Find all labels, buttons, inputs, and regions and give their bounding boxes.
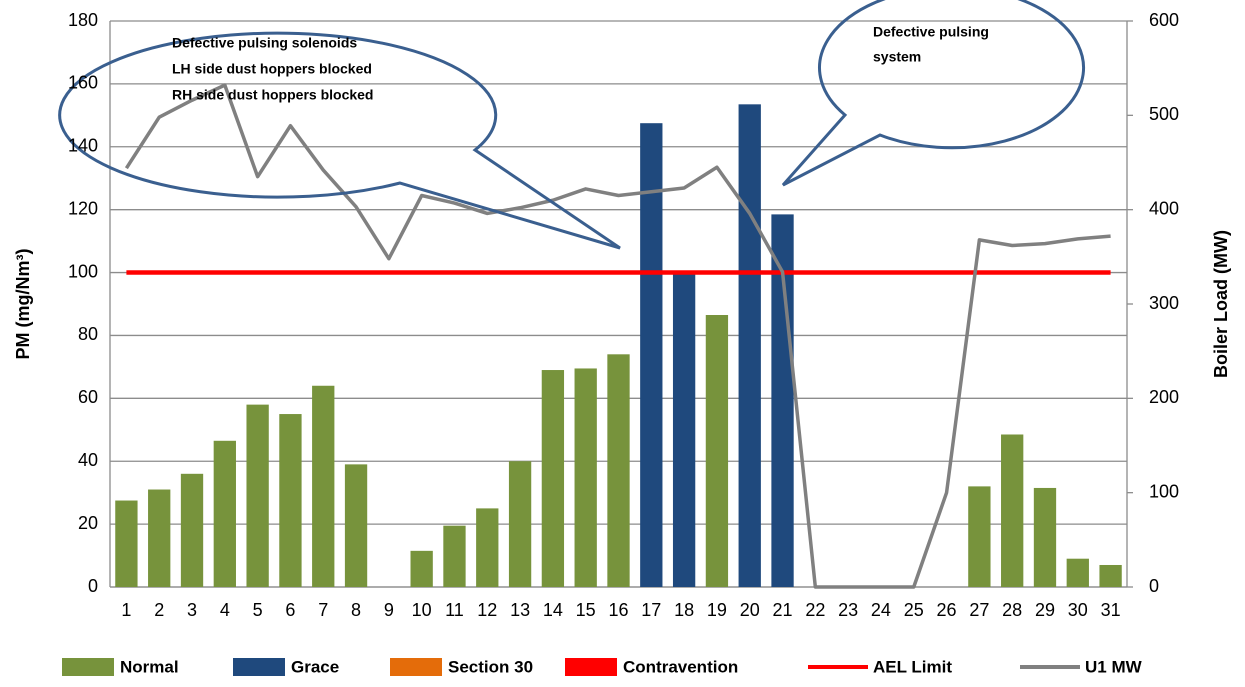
x-tick-label: 18 <box>674 600 694 620</box>
y-tick-label: 160 <box>68 73 98 93</box>
x-tick-label: 10 <box>412 600 432 620</box>
bar <box>1066 558 1089 587</box>
legend-swatch <box>233 658 285 676</box>
y-tick-label: 60 <box>78 387 98 407</box>
x-tick-label: 24 <box>871 600 891 620</box>
bar <box>738 104 761 588</box>
legend-swatch <box>565 658 617 676</box>
bar <box>443 525 466 587</box>
y-axis-title: PM (mg/Nm³) <box>13 249 33 360</box>
annotation: Defective pulsing solenoids <box>172 35 357 51</box>
x-tick-label: 28 <box>1002 600 1022 620</box>
annotation: RH side dust hoppers blocked <box>172 87 373 103</box>
y2-tick-label: 100 <box>1149 481 1179 501</box>
x-tick-label: 6 <box>285 600 295 620</box>
bar <box>213 440 236 587</box>
bar <box>476 508 499 587</box>
y-tick-label: 40 <box>78 450 98 470</box>
x-tick-label: 31 <box>1101 600 1121 620</box>
legend-label: Contravention <box>623 657 738 676</box>
x-tick-label: 2 <box>154 600 164 620</box>
y-tick-label: 80 <box>78 324 98 344</box>
x-tick-label: 11 <box>445 600 464 620</box>
bar <box>640 123 663 587</box>
x-tick-label: 29 <box>1035 600 1055 620</box>
annotation: LH side dust hoppers blocked <box>172 61 372 77</box>
bar <box>574 368 597 587</box>
bar <box>508 461 532 587</box>
bar <box>180 473 204 587</box>
bar <box>1099 564 1122 587</box>
x-tick-label: 16 <box>608 600 628 620</box>
x-tick-label: 14 <box>543 600 563 620</box>
legend-label: Grace <box>291 657 339 676</box>
bar <box>115 500 138 587</box>
x-tick-label: 15 <box>576 600 596 620</box>
bar <box>279 414 302 587</box>
y-tick-label: 180 <box>68 10 98 30</box>
y2-axis-title: Boiler Load (MW) <box>1211 230 1231 378</box>
callout <box>58 31 621 250</box>
bar <box>771 214 794 587</box>
y2-tick-label: 200 <box>1149 387 1179 407</box>
x-tick-label: 12 <box>477 600 497 620</box>
x-tick-label: 13 <box>510 600 530 620</box>
x-tick-label: 23 <box>838 600 858 620</box>
x-tick-label: 21 <box>773 600 793 620</box>
x-tick-label: 22 <box>805 600 825 620</box>
bar <box>1001 434 1024 587</box>
bar <box>344 464 368 587</box>
bar <box>312 385 335 587</box>
legend-label: AEL Limit <box>873 657 952 676</box>
legend-swatch <box>62 658 114 676</box>
bar <box>1033 487 1057 587</box>
y-tick-label: 20 <box>78 513 98 533</box>
bar <box>541 370 565 587</box>
y-tick-label: 100 <box>68 261 98 281</box>
callout <box>781 0 1086 187</box>
bar <box>968 486 991 587</box>
bar <box>705 315 729 587</box>
legend-label: Section 30 <box>448 657 533 676</box>
marks <box>115 83 1122 589</box>
x-tick-label: 19 <box>707 600 727 620</box>
annotation: system <box>873 49 921 65</box>
x-tick-label: 5 <box>253 600 263 620</box>
x-tick-label: 4 <box>220 600 230 620</box>
x-tick-label: 26 <box>937 600 957 620</box>
x-tick-label: 1 <box>121 600 131 620</box>
annotation: Defective pulsing <box>873 24 989 40</box>
x-tick-label: 27 <box>969 600 989 620</box>
x-tick-label: 25 <box>904 600 924 620</box>
x-tick-label: 17 <box>641 600 661 620</box>
bar <box>672 272 696 587</box>
x-tick-label: 7 <box>318 600 328 620</box>
y2-tick-label: 0 <box>1149 576 1159 596</box>
line <box>124 83 1111 589</box>
bar <box>607 354 630 587</box>
y2-tick-label: 300 <box>1149 293 1179 313</box>
legend-label: Normal <box>120 657 179 676</box>
bar <box>148 489 171 587</box>
y2-tick-label: 600 <box>1149 10 1179 30</box>
bar <box>410 550 433 587</box>
x-tick-label: 8 <box>351 600 361 620</box>
y-tick-label: 120 <box>68 198 98 218</box>
y-tick-label: 140 <box>68 136 98 156</box>
x-tick-label: 3 <box>187 600 197 620</box>
x-tick-label: 30 <box>1068 600 1088 620</box>
y2-tick-label: 400 <box>1149 198 1179 218</box>
y2-tick-label: 500 <box>1149 104 1179 124</box>
x-tick-label: 20 <box>740 600 760 620</box>
y-tick-label: 0 <box>88 576 98 596</box>
legend-label: U1 MW <box>1085 657 1143 676</box>
legend-swatch <box>390 658 442 676</box>
x-tick-label: 9 <box>384 600 394 620</box>
bar <box>246 404 269 587</box>
